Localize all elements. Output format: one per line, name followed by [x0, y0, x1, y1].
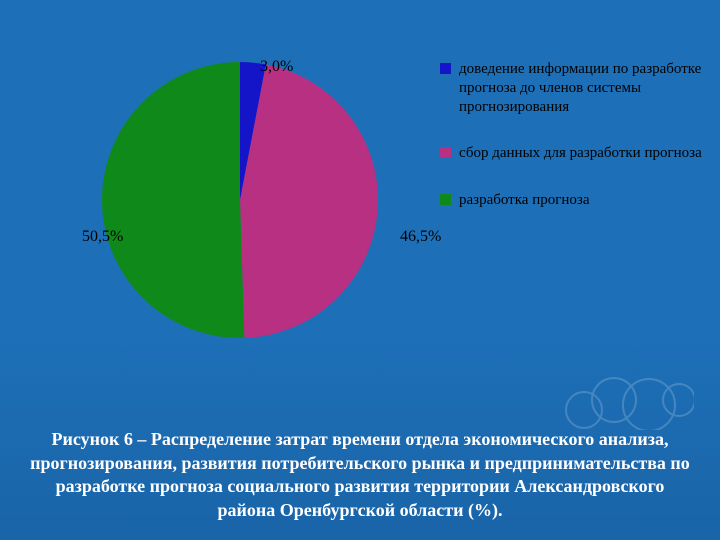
slice-label-1: 46,5%: [400, 228, 441, 246]
slice-label-0: 3,0%: [260, 58, 293, 76]
legend-item-1: сбор данных для разработки прогноза: [440, 144, 710, 163]
figure-caption: Рисунок 6 – Распределение затрат времени…: [30, 428, 690, 522]
chart-area: 3,0% 46,5% 50,5% доведение информации по…: [40, 20, 680, 400]
pie-chart: 3,0% 46,5% 50,5%: [100, 60, 380, 340]
legend-text-1: сбор данных для разработки прогноза: [459, 144, 702, 163]
legend-text-2: разработка прогноза: [459, 191, 590, 210]
slice-label-2: 50,5%: [82, 228, 123, 246]
legend-text-0: доведение информации по разработке прогн…: [459, 60, 710, 116]
legend-swatch-1: [440, 147, 451, 158]
legend-item-0: доведение информации по разработке прогн…: [440, 60, 710, 116]
legend: доведение информации по разработке прогн…: [440, 60, 710, 238]
legend-swatch-2: [440, 194, 451, 205]
legend-item-2: разработка прогноза: [440, 191, 710, 210]
legend-swatch-0: [440, 63, 451, 74]
